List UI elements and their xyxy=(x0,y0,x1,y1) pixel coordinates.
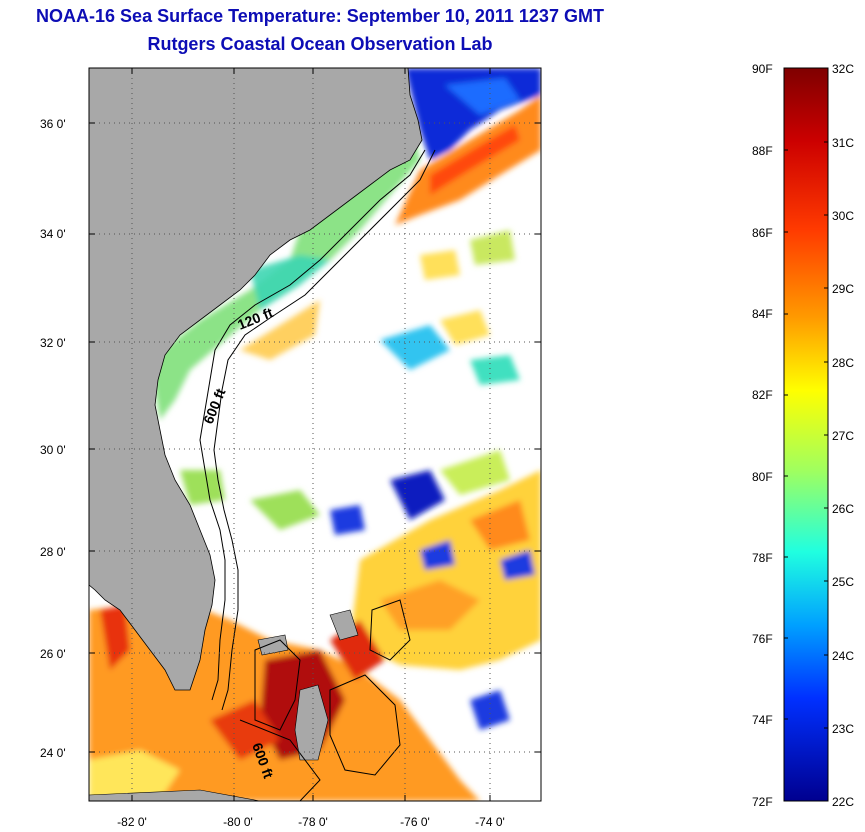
colorbar-c-25: 25C xyxy=(832,575,855,589)
lon-label-78: -78 0' xyxy=(298,815,328,829)
colorbar-c-30: 30C xyxy=(832,209,855,223)
lat-label-36: 36 0' xyxy=(40,117,66,131)
graticule xyxy=(89,68,541,801)
colorbar-f-84: 84F xyxy=(752,307,773,321)
land-bahamas-2 xyxy=(329,609,359,641)
colorbar-c-32: 32C xyxy=(832,62,855,76)
lat-label-28: 28 0' xyxy=(40,545,66,559)
colorbar-f-90: 90F xyxy=(752,62,773,76)
colorbar-c-23: 23C xyxy=(832,722,855,736)
map-subtitle: Rutgers Coastal Ocean Observation Lab xyxy=(147,34,493,54)
map-frame xyxy=(88,67,542,802)
colorbar-c-24: 24C xyxy=(832,649,855,663)
map-title: NOAA-16 Sea Surface Temperature: Septemb… xyxy=(36,6,604,26)
colorbar-f-72: 72F xyxy=(752,795,773,809)
colorbar-ticks xyxy=(784,141,828,729)
lon-label-80: -80 0' xyxy=(223,815,253,829)
colorbar-c-29: 29C xyxy=(832,282,855,296)
colorbar-f-88: 88F xyxy=(752,144,773,158)
lat-label-26: 26 0' xyxy=(40,647,66,661)
colorbar-c-31: 31C xyxy=(832,136,855,150)
frame-ticks xyxy=(89,68,541,801)
lat-label-34: 34 0' xyxy=(40,227,66,241)
colorbar-f-86: 86F xyxy=(752,226,773,240)
bathymetry-contours xyxy=(199,149,436,801)
colorbar-c-26: 26C xyxy=(832,502,855,516)
lon-label-74: -74 0' xyxy=(475,815,505,829)
lon-label-82: -82 0' xyxy=(117,815,147,829)
colorbar xyxy=(783,67,829,802)
colorbar-c-28: 28C xyxy=(832,356,855,370)
lon-label-76: -76 0' xyxy=(400,815,430,829)
colorbar-f-74: 74F xyxy=(752,713,773,727)
colorbar-f-82: 82F xyxy=(752,388,773,402)
colorbar-f-76: 76F xyxy=(752,632,773,646)
colorbar-c-22: 22C xyxy=(832,795,855,809)
colorbar-f-80: 80F xyxy=(752,470,773,484)
colorbar-c-27: 27C xyxy=(832,429,855,443)
land-mainland xyxy=(89,68,423,691)
lat-label-32: 32 0' xyxy=(40,336,66,350)
lat-label-24: 24 0' xyxy=(40,746,66,760)
land-bahamas-1 xyxy=(294,684,329,761)
lat-label-30: 30 0' xyxy=(40,443,66,457)
colorbar-f-78: 78F xyxy=(752,551,773,565)
